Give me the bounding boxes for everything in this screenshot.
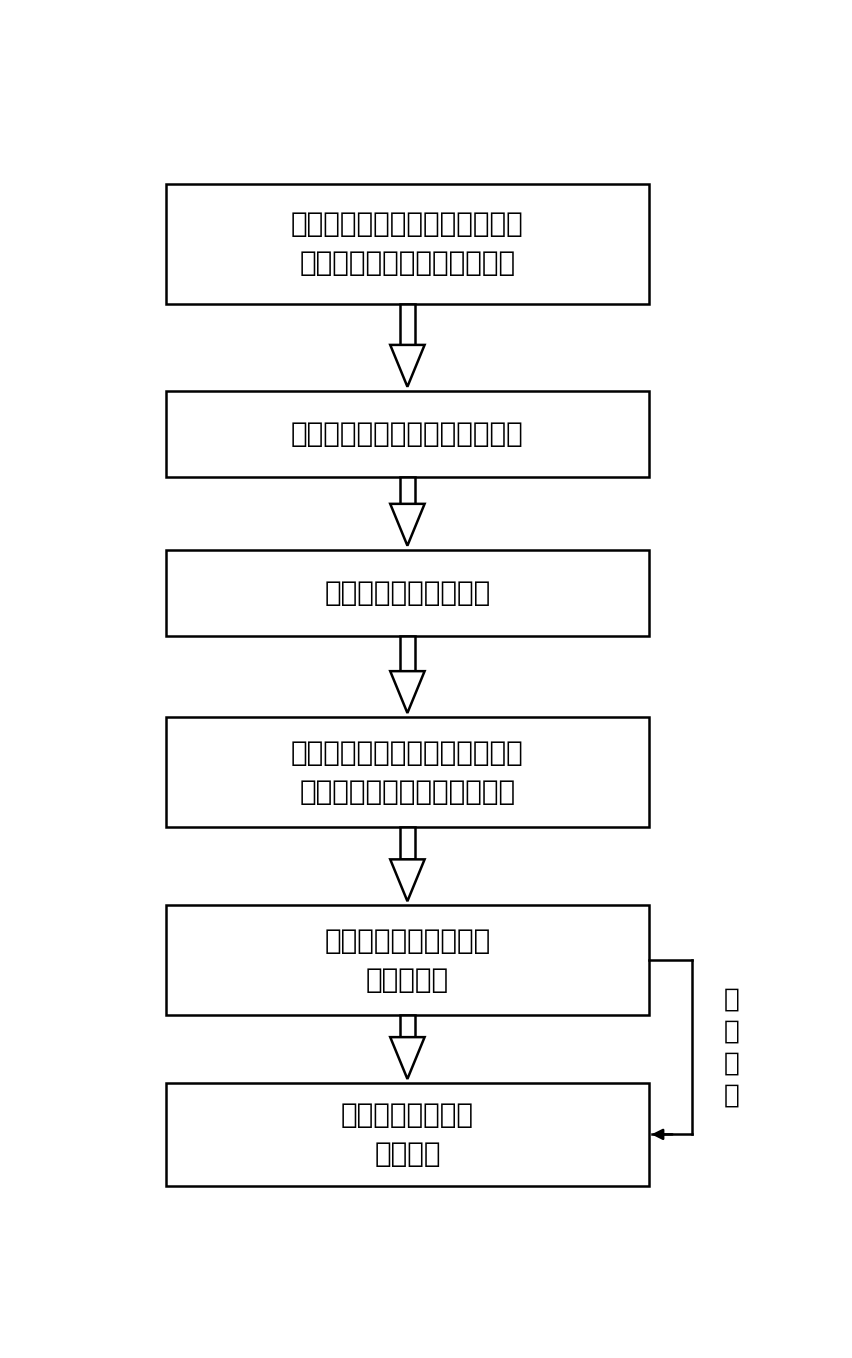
Bar — [166, 183, 648, 304]
Bar — [166, 717, 648, 827]
Bar — [400, 304, 414, 345]
Bar — [400, 1016, 414, 1038]
Text: 电控系统向机电设备发
送控制指令: 电控系统向机电设备发 送控制指令 — [324, 926, 490, 994]
Polygon shape — [389, 671, 424, 713]
Bar — [400, 827, 414, 860]
Text: 电控系统预设污水水量区间与对
应的各机电设备工艺运行参数: 电控系统预设污水水量区间与对 应的各机电设备工艺运行参数 — [291, 210, 523, 277]
Text: 电控系统选择水量区间并选择相
对应的机电设备工艺运行参数: 电控系统选择水量区间并选择相 对应的机电设备工艺运行参数 — [291, 739, 523, 805]
Text: 电控系统接收液位信号: 电控系统接收液位信号 — [324, 579, 490, 607]
Polygon shape — [389, 1038, 424, 1080]
Polygon shape — [389, 860, 424, 902]
Bar — [166, 391, 648, 477]
Text: 信
号
反
馈: 信 号 反 馈 — [722, 986, 739, 1108]
Bar — [166, 550, 648, 636]
Text: 采集并传送进水池实时液位信号: 采集并传送进水池实时液位信号 — [291, 420, 523, 448]
Bar — [400, 636, 414, 671]
Bar — [400, 477, 414, 504]
Bar — [166, 1084, 648, 1186]
Polygon shape — [389, 504, 424, 546]
Bar — [166, 906, 648, 1016]
Text: 污水处理系统运行
工况调整: 污水处理系统运行 工况调整 — [341, 1101, 474, 1168]
Polygon shape — [389, 345, 424, 387]
